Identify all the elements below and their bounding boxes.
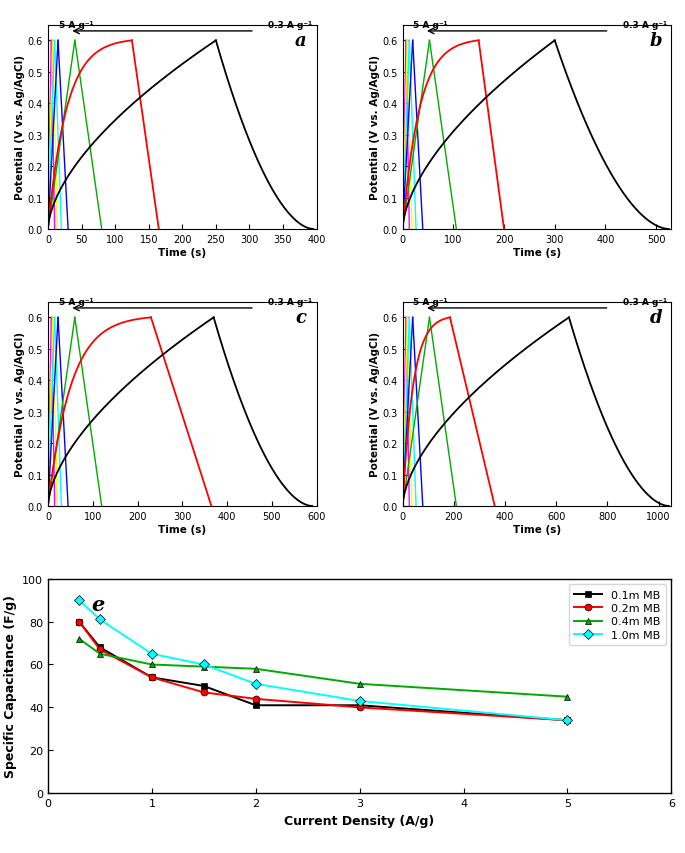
Y-axis label: Potential (V vs. Ag/AgCl): Potential (V vs. Ag/AgCl) — [15, 55, 25, 200]
0.2m MB — [251, 693, 260, 704]
X-axis label: Time (s): Time (s) — [158, 524, 206, 534]
Y-axis label: Potential (V vs. Ag/AgCl): Potential (V vs. Ag/AgCl) — [370, 55, 379, 200]
0.2m MB — [356, 703, 364, 713]
0.4m MB — [148, 659, 156, 670]
X-axis label: Time (s): Time (s) — [513, 247, 561, 258]
Text: a: a — [295, 32, 307, 49]
Text: 0.3 A g⁻¹: 0.3 A g⁻¹ — [269, 21, 312, 31]
0.4m MB — [251, 664, 260, 674]
Line: 0.1m MB: 0.1m MB — [75, 618, 571, 724]
Text: 0.3 A g⁻¹: 0.3 A g⁻¹ — [269, 298, 312, 307]
1.0m MB — [199, 659, 208, 670]
Text: 5 A g⁻¹: 5 A g⁻¹ — [413, 21, 448, 31]
Line: 0.2m MB: 0.2m MB — [75, 618, 571, 724]
X-axis label: Time (s): Time (s) — [158, 247, 206, 258]
0.2m MB — [96, 645, 104, 655]
1.0m MB — [563, 716, 571, 726]
0.1m MB — [96, 642, 104, 653]
0.1m MB — [75, 617, 83, 627]
Y-axis label: Potential (V vs. Ag/AgCl): Potential (V vs. Ag/AgCl) — [370, 332, 379, 477]
Text: e: e — [92, 594, 105, 614]
0.1m MB — [199, 681, 208, 691]
0.4m MB — [199, 662, 208, 672]
Text: 5 A g⁻¹: 5 A g⁻¹ — [413, 298, 448, 307]
0.4m MB — [75, 634, 83, 644]
0.2m MB — [148, 672, 156, 682]
1.0m MB — [148, 649, 156, 659]
0.4m MB — [356, 679, 364, 689]
Text: b: b — [650, 32, 662, 49]
Text: d: d — [650, 309, 662, 327]
Line: 0.4m MB: 0.4m MB — [75, 635, 571, 700]
0.1m MB — [251, 700, 260, 711]
Y-axis label: Potential (V vs. Ag/AgCl): Potential (V vs. Ag/AgCl) — [15, 332, 25, 477]
1.0m MB — [356, 696, 364, 706]
0.4m MB — [96, 649, 104, 659]
Text: 5 A g⁻¹: 5 A g⁻¹ — [59, 21, 93, 31]
Text: 5 A g⁻¹: 5 A g⁻¹ — [59, 298, 93, 307]
1.0m MB — [75, 595, 83, 606]
Text: 0.3 A g⁻¹: 0.3 A g⁻¹ — [623, 298, 667, 307]
0.2m MB — [75, 617, 83, 627]
0.1m MB — [356, 700, 364, 711]
Legend: 0.1m MB, 0.2m MB, 0.4m MB, 1.0m MB: 0.1m MB, 0.2m MB, 0.4m MB, 1.0m MB — [569, 584, 666, 646]
0.4m MB — [563, 692, 571, 702]
X-axis label: Current Density (A/g): Current Density (A/g) — [284, 814, 435, 827]
X-axis label: Time (s): Time (s) — [513, 524, 561, 534]
0.2m MB — [563, 716, 571, 726]
Y-axis label: Specific Capacitance (F/g): Specific Capacitance (F/g) — [3, 595, 16, 778]
1.0m MB — [251, 679, 260, 689]
Text: c: c — [295, 309, 306, 327]
0.2m MB — [199, 688, 208, 698]
Line: 1.0m MB: 1.0m MB — [75, 597, 571, 724]
Text: 0.3 A g⁻¹: 0.3 A g⁻¹ — [623, 21, 667, 31]
1.0m MB — [96, 615, 104, 625]
0.1m MB — [148, 672, 156, 682]
0.1m MB — [563, 716, 571, 726]
